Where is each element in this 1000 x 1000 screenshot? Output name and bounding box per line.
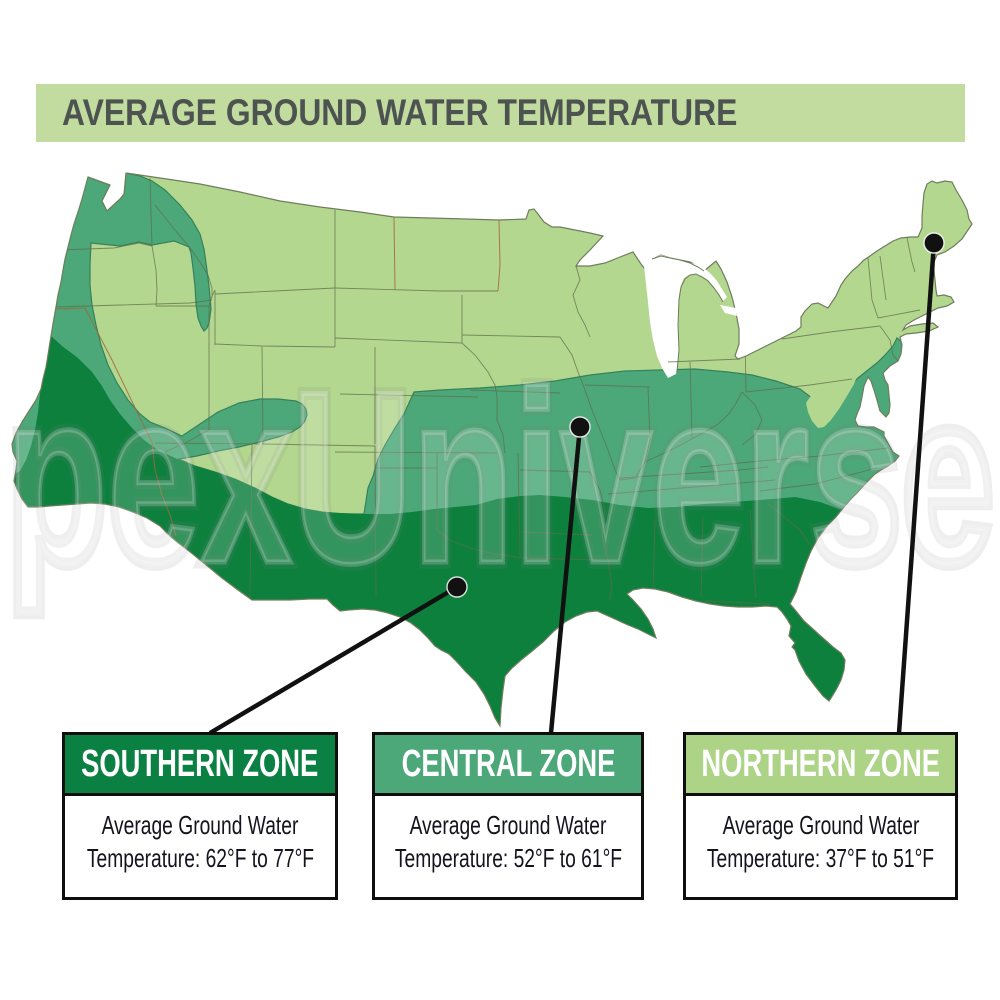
svg-text:pexUniverse: pexUniverse (6, 340, 994, 614)
svg-text:pexUniverse: pexUniverse (6, 340, 994, 614)
